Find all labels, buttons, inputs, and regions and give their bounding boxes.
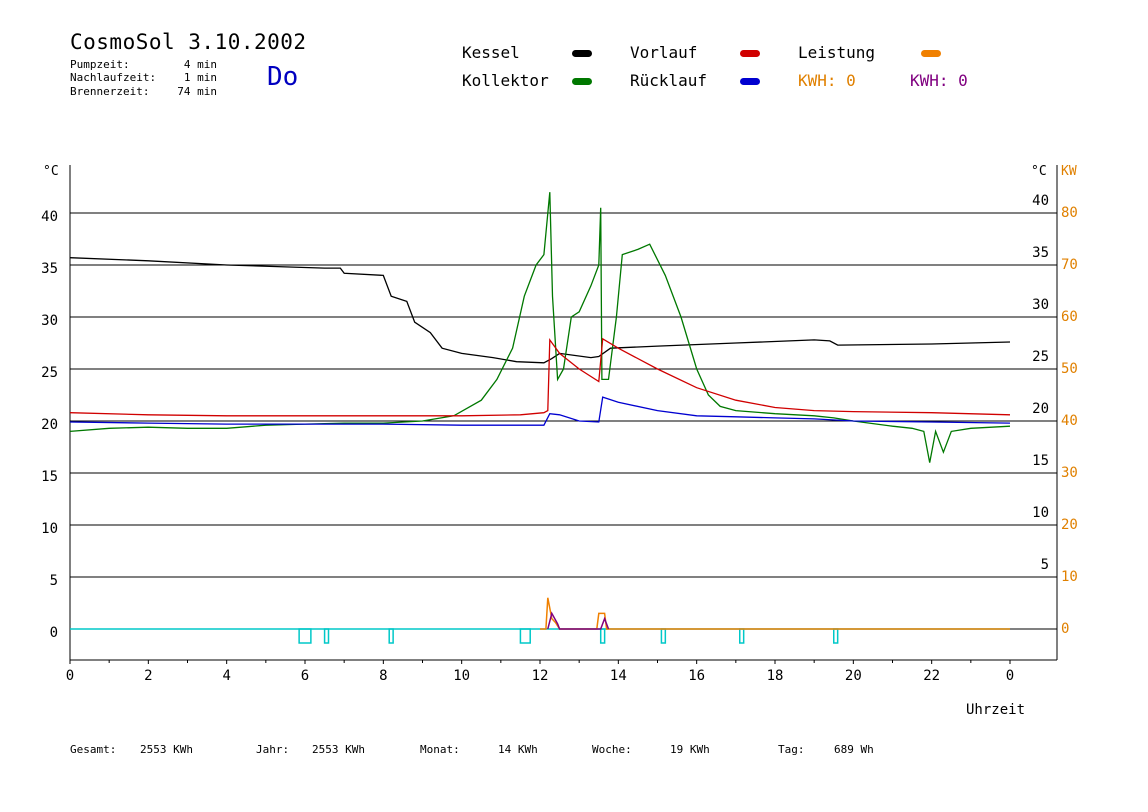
x-tick-label: 0 bbox=[1006, 668, 1014, 684]
footer-label-monat: Monat: bbox=[420, 743, 460, 756]
legend-ruecklauf: Rücklauf bbox=[630, 71, 708, 90]
x-tick-label: 20 bbox=[845, 668, 862, 684]
x-tick-label: 8 bbox=[379, 668, 387, 684]
info-label-pumpzeit: Pumpzeit: bbox=[70, 58, 130, 71]
chart-grid bbox=[70, 212, 1057, 578]
pump-marker bbox=[833, 628, 839, 644]
power-series-leistung bbox=[540, 597, 1010, 630]
y-tick-label-kw: 60 bbox=[1061, 309, 1078, 325]
y-tick-label-kw: 70 bbox=[1061, 257, 1078, 273]
legend-leistung: Leistung bbox=[798, 43, 876, 62]
series-kessel bbox=[69, 257, 1011, 364]
chart-ticks: 0 2 4 6 8 10 12 14 16 18 20 22 0 0 5 10 15 20 25 30 35 40 5 10 1… bbox=[41, 193, 1078, 684]
pump-marker bbox=[599, 628, 606, 644]
footer-label-tag: Tag: bbox=[778, 743, 805, 756]
x-tick-label: 14 bbox=[610, 668, 627, 684]
y-tick-label-right: 10 bbox=[1032, 505, 1049, 521]
y-tick-label-kw: 10 bbox=[1061, 569, 1078, 585]
series-vorlauf bbox=[69, 337, 1011, 417]
legend-kollektor-swatch bbox=[572, 78, 592, 85]
y-tick-label-right: 40 bbox=[1032, 193, 1049, 209]
pump-marker bbox=[298, 628, 312, 644]
y-tick-label-kw: 0 bbox=[1061, 621, 1069, 637]
pump-marker bbox=[739, 628, 745, 644]
y-tick-label-right: 30 bbox=[1032, 297, 1049, 313]
y-axis-label-kw: KW bbox=[1061, 164, 1077, 179]
info-label-brennerzeit: Brennerzeit: bbox=[70, 85, 150, 98]
x-tick-label: 0 bbox=[66, 668, 74, 684]
x-tick-label: 6 bbox=[301, 668, 309, 684]
x-tick-label: 2 bbox=[144, 668, 152, 684]
chart-power bbox=[70, 597, 1010, 644]
legend-kessel: Kessel bbox=[462, 43, 520, 62]
x-tick-label: 22 bbox=[923, 668, 940, 684]
x-tick-label: 12 bbox=[532, 668, 549, 684]
y-tick-label-right: 20 bbox=[1032, 401, 1049, 417]
info-value-nachlaufzeit: 1 min bbox=[183, 71, 217, 84]
y-tick-label-left: 20 bbox=[41, 417, 58, 433]
footer-value-woche: 19 KWh bbox=[670, 743, 710, 756]
y-axis-label-left: °C bbox=[43, 164, 59, 179]
y-tick-label-kw: 50 bbox=[1061, 361, 1078, 377]
chart-title: CosmoSol 3.10.2002 bbox=[70, 30, 307, 54]
footer-label-woche: Woche: bbox=[592, 743, 632, 756]
pump-marker bbox=[660, 628, 667, 644]
y-tick-label-kw: 20 bbox=[1061, 517, 1078, 533]
y-tick-label-kw: 30 bbox=[1061, 465, 1078, 481]
y-tick-label-left: 40 bbox=[41, 209, 58, 225]
info-value-brennerzeit: 74 min bbox=[177, 85, 217, 98]
legend-kwh-2: KWH: 0 bbox=[910, 71, 968, 90]
y-tick-label-left: 35 bbox=[41, 261, 58, 277]
y-axis-label-right: °C bbox=[1031, 164, 1047, 179]
x-tick-label: 4 bbox=[222, 668, 230, 684]
y-tick-label-left: 25 bbox=[41, 365, 58, 381]
legend-kwh-1: KWH: 0 bbox=[798, 71, 856, 90]
y-tick-label-left: 0 bbox=[50, 625, 58, 641]
y-tick-label-right: 5 bbox=[1041, 557, 1049, 573]
y-tick-label-right: 25 bbox=[1032, 349, 1049, 365]
series-kollektor bbox=[69, 192, 1011, 463]
footer-value-monat: 14 KWh bbox=[498, 743, 538, 756]
y-tick-label-kw: 80 bbox=[1061, 205, 1078, 221]
y-tick-label-left: 15 bbox=[41, 469, 58, 485]
y-tick-label-left: 10 bbox=[41, 521, 58, 537]
legend-vorlauf-swatch bbox=[740, 50, 760, 57]
footer-value-tag: 689 Wh bbox=[834, 743, 874, 756]
pump-marker bbox=[519, 628, 531, 644]
y-tick-label-left: 5 bbox=[50, 573, 58, 589]
legend-kessel-swatch bbox=[572, 50, 592, 57]
chart-series bbox=[69, 192, 1011, 463]
legend-leistung-swatch bbox=[921, 50, 941, 57]
y-tick-label-left: 30 bbox=[41, 313, 58, 329]
info-value-pumpzeit: 4 min bbox=[183, 58, 217, 71]
footer-label-jahr: Jahr: bbox=[256, 743, 290, 756]
pump-marker bbox=[388, 628, 394, 644]
info-label-nachlaufzeit: Nachlaufzeit: bbox=[70, 71, 157, 84]
y-tick-label-right: 35 bbox=[1032, 245, 1049, 261]
x-tick-label: 16 bbox=[688, 668, 705, 684]
series-rcklauf bbox=[69, 396, 1011, 426]
x-axis-label: Uhrzeit bbox=[966, 702, 1025, 718]
y-tick-label-kw: 40 bbox=[1061, 413, 1078, 429]
power-series-kwh bbox=[547, 611, 610, 630]
legend-vorlauf: Vorlauf bbox=[630, 43, 698, 62]
legend-ruecklauf-swatch bbox=[740, 78, 760, 85]
x-tick-label: 10 bbox=[453, 668, 470, 684]
x-tick-label: 18 bbox=[767, 668, 784, 684]
pump-marker bbox=[323, 628, 330, 644]
legend-kollektor: Kollektor bbox=[462, 71, 549, 90]
footer-value-jahr: 2553 KWh bbox=[312, 743, 365, 756]
y-tick-label-right: 15 bbox=[1032, 453, 1049, 469]
weekday-label: Do bbox=[267, 62, 299, 92]
footer-value-gesamt: 2553 KWh bbox=[140, 743, 193, 756]
footer-label-gesamt: Gesamt: bbox=[70, 743, 117, 756]
